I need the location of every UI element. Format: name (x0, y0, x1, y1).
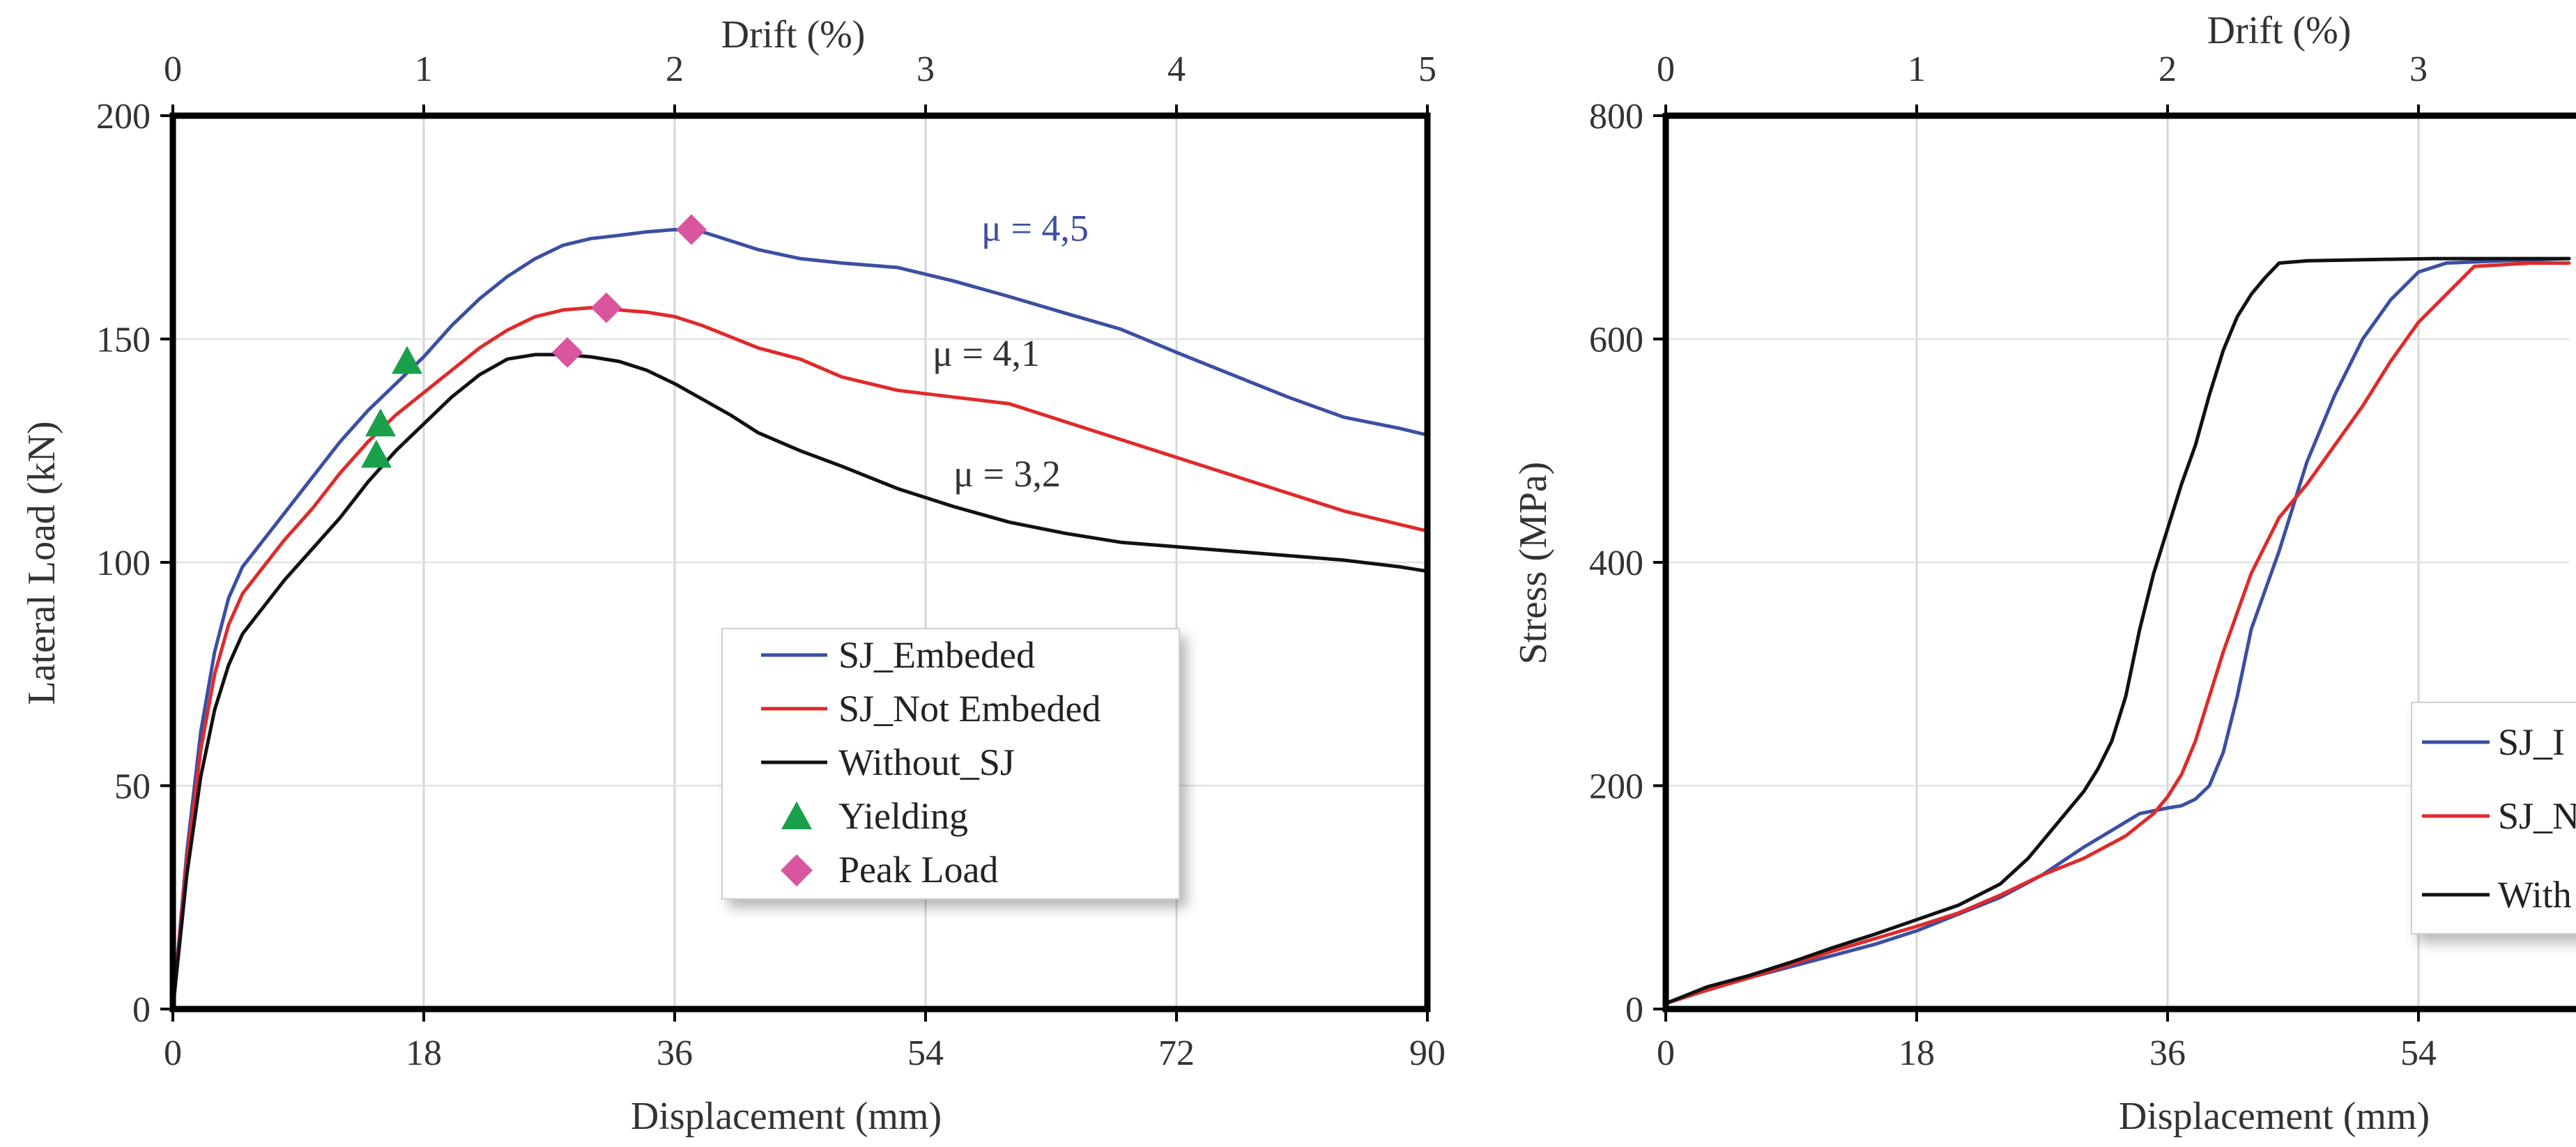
l-ytick-label: 100 (96, 544, 151, 583)
right-x-axis-title: Displacement (mm) (2119, 1095, 2430, 1138)
right-series-layer (1666, 256, 2571, 1006)
legend-item-sj-not-embeded: SJ_Not Embeded (761, 688, 1101, 730)
legend-item-yielding: Yielding (781, 795, 968, 837)
l-yielding-marker-1 (392, 346, 422, 374)
right-legend-label-3: With (2498, 874, 2572, 916)
r-xtick-label: 18 (1899, 1033, 1935, 1073)
l-yielding-marker-3 (361, 440, 392, 468)
left-x2-axis-title: Drift (%) (721, 13, 866, 56)
right-legend-item-3: With (2422, 874, 2572, 916)
left-markers-layer (361, 214, 707, 468)
l-x2tick-label: 2 (666, 49, 684, 89)
right-legend-label-2: SJ_N (2498, 795, 2576, 837)
legend-label-peak-load: Peak Load (838, 849, 998, 891)
l-ytick-label: 200 (96, 97, 151, 137)
l-x2tick-label: 4 (1167, 49, 1186, 89)
r-ytick-label: 800 (1589, 97, 1643, 137)
legend-diamond-icon (781, 854, 813, 886)
l-ytick-label: 150 (96, 321, 151, 360)
r-ytick-label: 400 (1589, 544, 1643, 583)
legend-item-sj-embeded: SJ_Embeded (761, 634, 1035, 676)
l-x2tick-label: 0 (164, 49, 182, 89)
left-x-axis-title: Displacement (mm) (631, 1095, 942, 1138)
l-xtick-label: 0 (164, 1033, 182, 1073)
r-xtick-label: 0 (1657, 1033, 1675, 1073)
l-x2tick-label: 1 (415, 49, 433, 89)
r-series-line-sj-i (1666, 256, 2571, 1006)
l-xtick-label: 90 (1409, 1033, 1446, 1073)
r-x2tick-label: 3 (2409, 49, 2428, 89)
right-legend: SJ_I SJ_N With (2411, 702, 2576, 934)
left-ticks-layer: 0 18 36 54 72 90 0 50 100 150 200 0 1 2 3 4 5 (96, 49, 1446, 1073)
right-legend-label-1: SJ_I (2498, 721, 2565, 763)
r-series-line-with (1666, 256, 2571, 1006)
left-annotations: μ = 4,5 μ = 4,1 μ = 3,2 (933, 207, 1089, 495)
l-xtick-label: 36 (657, 1033, 693, 1073)
l-series-line-sj-embeded (173, 228, 1427, 1009)
right-chart: 0 18 36 54 0 200 400 600 800 0 1 2 3 Displacement (m… (1512, 9, 2576, 1138)
r-xtick-label: 36 (2149, 1033, 2186, 1073)
l-ytick-label: 0 (132, 990, 151, 1030)
l-ductility-annotation-3: μ = 3,2 (953, 453, 1061, 495)
legend-label-yielding: Yielding (838, 795, 968, 837)
l-ytick-label: 50 (114, 767, 151, 807)
l-xtick-label: 18 (406, 1033, 442, 1073)
r-ytick-label: 600 (1589, 321, 1643, 360)
legend-item-without-sj: Without_SJ (761, 741, 1015, 783)
r-x2tick-label: 0 (1657, 49, 1675, 89)
r-xtick-label: 54 (2400, 1033, 2437, 1073)
l-yielding-marker-2 (365, 408, 396, 437)
left-y-axis-title: Lateral Load (kN) (20, 421, 63, 705)
l-series-line-without-sj (173, 353, 1427, 1009)
legend-item-peak-load: Peak Load (781, 849, 998, 891)
legend-label-sj-not-embeded: SJ_Not Embeded (838, 688, 1101, 730)
l-ductility-annotation-2: μ = 4,1 (933, 332, 1040, 374)
r-x2tick-label: 1 (1908, 49, 1926, 89)
right-ticks-layer: 0 18 36 54 0 200 400 600 800 0 1 2 3 (1589, 49, 2437, 1073)
l-peak-load-marker-3 (552, 337, 583, 368)
l-xtick-label: 54 (907, 1033, 944, 1073)
left-chart: 0 18 36 54 72 90 0 50 100 150 200 0 1 2 3 4 5 Displaceme… (20, 13, 1446, 1138)
r-ytick-label: 0 (1625, 990, 1643, 1030)
legend-label-sj-embeded: SJ_Embeded (838, 634, 1035, 676)
legend-label-without-sj: Without_SJ (838, 741, 1015, 783)
l-xtick-label: 72 (1158, 1033, 1195, 1073)
right-legend-item-1: SJ_I (2422, 721, 2565, 763)
legend-triangle-icon (781, 801, 812, 829)
l-ductility-annotation-1: μ = 4,5 (981, 207, 1089, 249)
r-ytick-label: 200 (1589, 767, 1643, 807)
l-x2tick-label: 3 (917, 49, 935, 89)
l-peak-load-marker-1 (676, 214, 707, 245)
right-x2-axis-title: Drift (%) (2207, 9, 2352, 52)
left-legend: SJ_Embeded SJ_Not Embeded Without_SJ Yie… (721, 628, 1180, 900)
r-x2tick-label: 2 (2159, 49, 2177, 89)
l-peak-load-marker-2 (591, 292, 622, 323)
right-y-axis-title: Stress (MPa) (1512, 462, 1555, 665)
r-series-line-sj-n (1666, 261, 2571, 1006)
right-legend-item-2: SJ_N (2422, 795, 2576, 837)
l-x2tick-label: 5 (1418, 49, 1436, 89)
